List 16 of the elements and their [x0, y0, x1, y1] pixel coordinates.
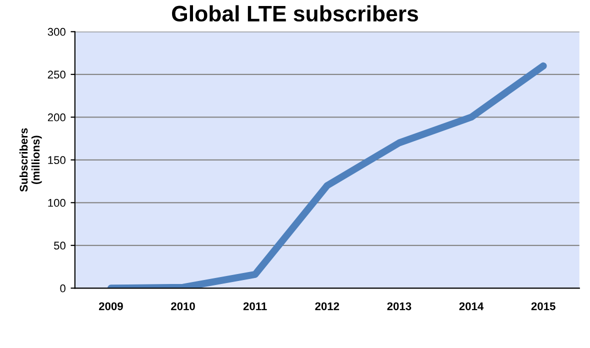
y-tick-label: 150 [48, 156, 66, 164]
x-tick-label: 2011 [243, 302, 267, 310]
y-tick-label: 50 [54, 242, 66, 250]
y-tick-label: 250 [48, 70, 66, 79]
x-tick-label: 2009 [98, 302, 123, 310]
y-axis-title: Subscribers (millions) [19, 128, 42, 192]
x-tick-label: 2010 [171, 302, 195, 310]
x-tick-label: 2013 [387, 302, 412, 310]
y-tick-label: 200 [48, 113, 66, 122]
y-tick-label: 300 [48, 28, 66, 36]
y-tick-label: 100 [48, 198, 66, 207]
y-tick-label: 0 [60, 284, 66, 292]
x-tick-label: 2014 [459, 302, 484, 310]
x-tick-label: 2015 [531, 302, 556, 310]
chart-title: Global LTE subscribers [172, 5, 418, 22]
x-tick-label: 2012 [315, 302, 340, 310]
